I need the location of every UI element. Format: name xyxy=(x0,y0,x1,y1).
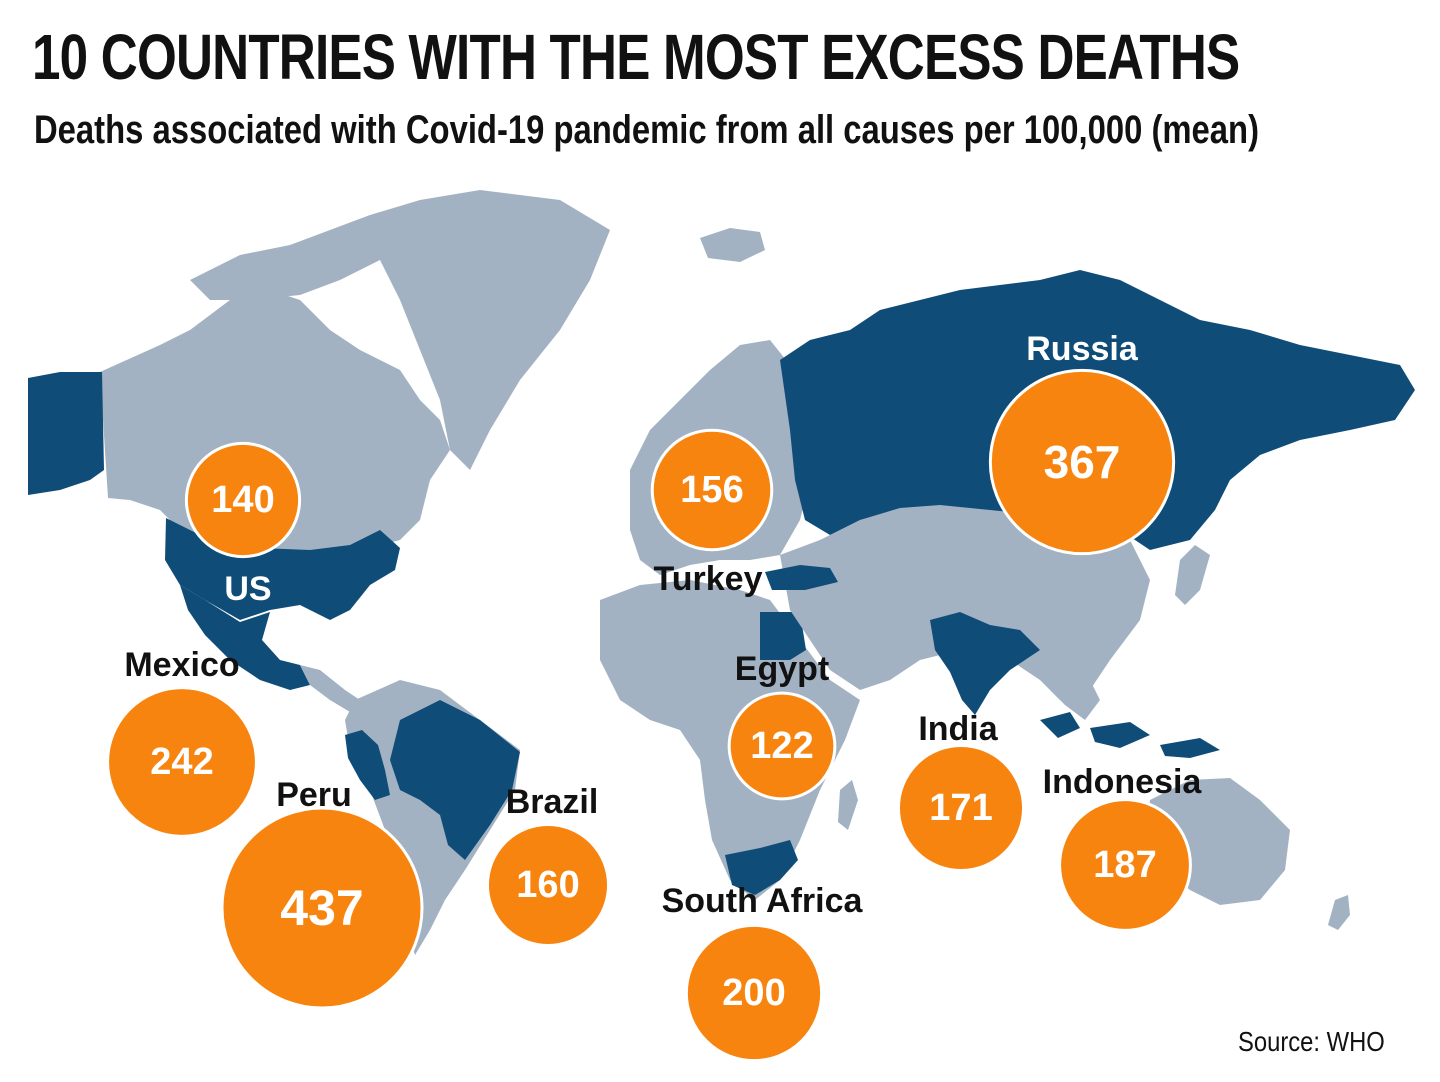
land-indonesia xyxy=(1040,712,1220,758)
land-south-africa xyxy=(725,840,798,895)
bubble-value-egypt: 122 xyxy=(750,725,813,767)
land-greenland xyxy=(370,190,610,470)
land-madagascar xyxy=(838,780,858,830)
bubble-turkey xyxy=(650,428,774,552)
land-central-america xyxy=(300,665,360,712)
country-label-south-africa: South Africa xyxy=(662,882,864,920)
land-iceland xyxy=(700,228,765,262)
bubble-value-us: 140 xyxy=(211,479,274,521)
bubble-value-brazil: 160 xyxy=(516,864,579,906)
land-brazil xyxy=(390,700,520,860)
bubble-value-mexico: 242 xyxy=(150,741,213,783)
country-label-peru: Peru xyxy=(276,776,352,814)
map-title: 10 COUNTRIES WITH THE MOST EXCESS DEATHS xyxy=(32,21,1240,93)
country-label-brazil: Brazil xyxy=(506,783,599,821)
map-subtitle: Deaths associated with Covid-19 pandemic… xyxy=(34,108,1260,152)
bubble-mexico xyxy=(106,686,258,838)
bubble-value-turkey: 156 xyxy=(680,469,743,511)
country-label-egypt: Egypt xyxy=(735,650,829,688)
land-arctic-islands xyxy=(190,215,400,300)
bubble-layer: 140 US 242 Mexico 437 Peru 160 Brazil 156 Turkey 1… xyxy=(106,330,1203,1063)
source-note: Source: WHO xyxy=(1238,1026,1385,1057)
land-turkey xyxy=(765,565,838,590)
land-alaska xyxy=(28,372,104,495)
country-label-us: US xyxy=(224,570,271,608)
country-label-russia: Russia xyxy=(1026,330,1139,368)
land-india xyxy=(930,612,1040,715)
bubble-value-south-africa: 200 xyxy=(722,972,785,1014)
land-mexico xyxy=(180,585,310,690)
country-label-mexico: Mexico xyxy=(124,646,239,684)
bubble-brazil xyxy=(485,822,611,948)
country-label-turkey: Turkey xyxy=(654,560,763,598)
bubble-value-indonesia: 187 xyxy=(1093,844,1156,886)
land-new-zealand xyxy=(1328,895,1350,930)
bubble-us xyxy=(184,441,302,559)
land-southeast-asia xyxy=(1040,650,1100,720)
country-label-indonesia: Indonesia xyxy=(1043,763,1203,801)
bubble-peru xyxy=(220,806,424,1010)
bubble-egypt xyxy=(727,691,837,801)
bubble-russia xyxy=(988,368,1176,556)
bubble-south-africa xyxy=(684,923,824,1063)
bubble-value-peru: 437 xyxy=(280,880,363,936)
bubble-value-india: 171 xyxy=(929,787,992,829)
bubble-value-russia: 367 xyxy=(1044,436,1121,488)
land-peru xyxy=(345,730,390,800)
bubble-india xyxy=(896,743,1026,873)
land-egypt xyxy=(760,612,806,660)
bubble-indonesia xyxy=(1058,798,1192,932)
country-label-india: India xyxy=(918,710,998,748)
land-japan xyxy=(1175,545,1210,605)
